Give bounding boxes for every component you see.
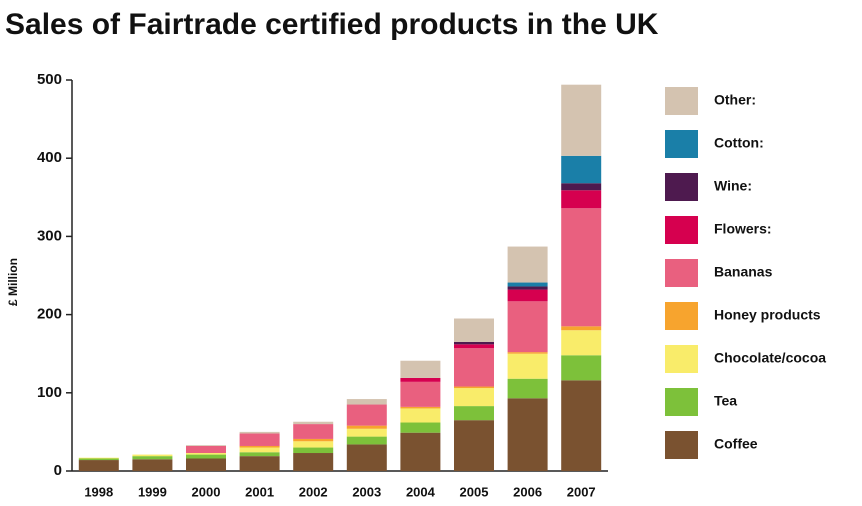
bar-segment [186,454,226,459]
legend-swatch [665,302,698,330]
bar-segment [293,421,334,425]
bar-segment [293,438,334,442]
legend-label: Cotton: [714,135,764,151]
y-tick-label: 300 [37,227,62,244]
bar-segment [400,422,441,433]
bar-segment [507,282,548,287]
bar-segment [561,155,602,184]
bar-segment [400,381,441,407]
bar-segment [78,460,119,471]
bar-segment [454,386,494,389]
legend-label: Flowers: [714,221,772,237]
bar-segment [561,183,602,191]
bar-segment [454,388,494,407]
bar-segment [78,457,119,459]
bar-segment [400,432,441,471]
bar-segment [561,330,602,356]
x-tick-label: 2005 [460,484,489,499]
bar-segment [132,454,173,457]
x-tick-label: 2002 [299,484,328,499]
bar-segment [346,444,387,471]
bar-segment [454,341,494,345]
y-tick-label: 200 [37,306,62,323]
bar-segment [561,380,602,471]
bar-segment [561,190,602,209]
legend-swatch [665,173,698,201]
legend-swatch [665,345,698,373]
bar-segment [346,428,387,437]
legend-swatch [665,87,698,115]
bar-segment [507,246,548,283]
bar-segment [507,353,548,379]
x-tick-label: 2000 [192,484,221,499]
bar-segment [400,360,441,378]
y-tick-label: 500 [37,71,62,88]
bar-segment [454,420,494,471]
y-tick-label: 400 [37,149,62,166]
bar-segment [346,404,387,426]
bar-segment [561,208,602,327]
x-tick-label: 2003 [352,484,381,499]
legend-label: Chocolate/cocoa [714,350,826,366]
legend-label: Honey products [714,307,821,323]
bar-segment [293,441,334,448]
bar-segment [561,84,602,156]
legend-label: Bananas [714,264,773,280]
legend-swatch [665,216,698,244]
bar-segment [400,408,441,423]
bar-segment [346,425,387,429]
bar-segment [507,352,548,354]
bar-segment [239,431,280,434]
legend-label: Tea [714,393,737,409]
bar-segment [346,399,387,405]
bar-segment [239,445,280,448]
bar-segment [239,452,280,457]
x-tick-label: 2006 [513,484,542,499]
y-axis-label: £ Million [6,258,20,306]
bar-segment [454,318,494,342]
x-tick-label: 2001 [245,484,274,499]
bar-segment [132,456,173,460]
bar-segment [400,377,441,382]
bar-segment [186,445,226,446]
bar-segment [454,348,494,387]
bar-segment [454,344,494,349]
bar-segment [239,456,280,471]
bar-segment [507,289,548,302]
bar-segment [561,355,602,381]
bar-segment [346,436,387,445]
bar-segment [507,398,548,471]
legend-swatch [665,259,698,287]
chart-title: Sales of Fairtrade certified products in… [5,8,659,41]
x-tick-label: 1998 [84,484,113,499]
x-tick-label: 2007 [567,484,596,499]
legend-label: Other: [714,92,756,108]
bar-segment [239,433,280,446]
x-tick-label: 2004 [406,484,436,499]
y-tick-label: 0 [54,462,62,479]
bar-segment [186,458,226,471]
legend-swatch [665,431,698,459]
legend-swatch [665,388,698,416]
bar-segment [507,378,548,399]
bar-segment [293,453,334,471]
bar-segment [454,406,494,421]
bar-segment [400,406,441,409]
bar-segment [293,447,334,454]
bar-segment [78,458,119,461]
bar-segment [186,445,226,454]
bar-segment [507,286,548,290]
bar-segment [561,326,602,331]
legend-label: Coffee [714,436,758,452]
bar-segment [293,424,334,439]
legend-label: Wine: [714,178,752,194]
bar-segment [507,301,548,353]
legend-swatch [665,130,698,158]
bar-segment [239,447,280,453]
y-tick-label: 100 [37,384,62,401]
x-tick-label: 1999 [138,484,167,499]
bar-segment [186,453,226,455]
bar-segment [132,459,173,471]
